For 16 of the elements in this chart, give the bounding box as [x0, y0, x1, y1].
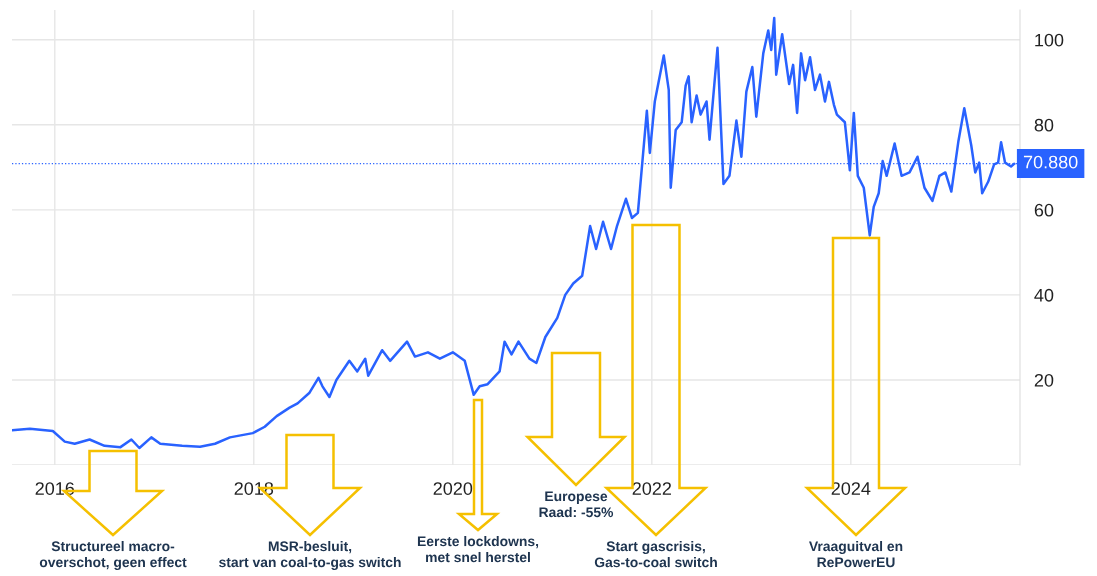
text: Vraaguitval en RePowerEU: [809, 541, 903, 568]
y-tick-label: 100: [1035, 33, 1064, 47]
text: Structureel macro- overschot, geen effect: [39, 541, 187, 570]
line-series: [12, 16, 1016, 450]
y-tick-label: 60: [1034, 203, 1054, 217]
text: Europese Raad: -55%: [539, 491, 614, 518]
y-tick-label: 40: [1034, 288, 1054, 302]
y-tick-label: 80: [1034, 118, 1054, 132]
ref-line-label: 70.880: [1023, 155, 1078, 169]
y-tick-label: 20: [1034, 373, 1054, 387]
text: MSR-besluit, start van coal-to-gas switch: [219, 541, 401, 570]
text: Eerste lockdowns, met snel herstel: [417, 536, 539, 563]
text: Start gascrisis, Gas-to-coal switch: [594, 541, 717, 568]
x-tick-label: 2024: [831, 482, 871, 495]
x-tick-label: 2020: [433, 482, 473, 495]
x-tick-label: 2022: [632, 482, 671, 495]
